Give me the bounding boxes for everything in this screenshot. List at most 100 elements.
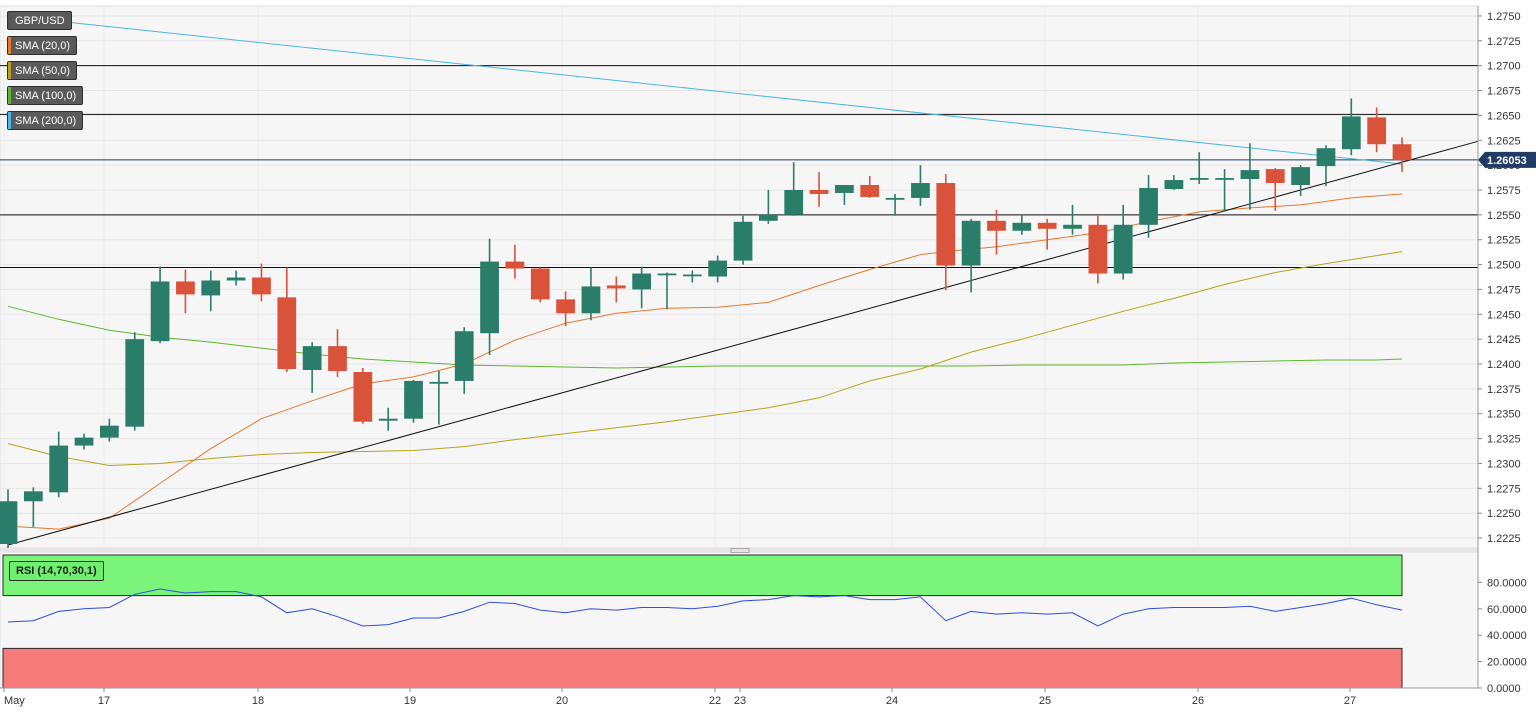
candle-body-up — [911, 183, 930, 198]
legend-label: SMA (200,0) — [15, 115, 77, 127]
price-tick-label: 1.2250 — [1487, 508, 1521, 520]
candle-body-up — [100, 425, 119, 438]
horizontal-levels — [0, 65, 1478, 269]
indicator-lines — [7, 15, 1479, 546]
legend-item-sma-50[interactable]: SMA (50,0) — [7, 61, 78, 80]
candle-body-up — [454, 331, 474, 381]
candle-body-down — [353, 371, 373, 422]
candle-body-up — [74, 437, 94, 446]
price-tick-label: 1.2425 — [1487, 334, 1521, 346]
price-tick-label: 1.2500 — [1487, 260, 1521, 272]
candle-body-up — [23, 491, 43, 502]
legend-item-sma-100[interactable]: SMA (100,0) — [7, 86, 84, 105]
candle-body-down — [556, 299, 575, 314]
candle-body-up — [404, 380, 423, 419]
time-tick-label: 18 — [252, 695, 264, 707]
candle-body-up — [885, 197, 905, 200]
price-tick-label: 1.2675 — [1487, 86, 1521, 98]
time-tick-label: 27 — [1344, 695, 1356, 707]
price-tick-label: 1.2550 — [1487, 210, 1521, 222]
candle-body-up — [0, 501, 18, 545]
sma-200-line — [7, 15, 1403, 165]
time-tick-label: 19 — [404, 695, 416, 707]
candle-body-up — [733, 221, 753, 261]
rsi-tick-label: 40.0000 — [1487, 630, 1527, 642]
candle-body-up — [125, 339, 145, 427]
price-tick-label: 1.2625 — [1487, 135, 1521, 147]
legend-label: SMA (100,0) — [15, 90, 77, 102]
candle-body-up — [1341, 116, 1361, 150]
candle-body-up — [961, 220, 981, 266]
candle-body-up — [1139, 187, 1158, 225]
candle-body-up — [1316, 148, 1336, 167]
rsi-panel — [2, 554, 1403, 689]
time-tick-label: 20 — [556, 695, 568, 707]
candle-body-up — [682, 274, 702, 277]
candle-body-up — [784, 189, 804, 215]
time-tick-label: 23 — [734, 695, 746, 707]
axes: 1.2750 1.2725 1.2700 1.2675 1.2650 1.2625 1.26… — [0, 6, 1536, 707]
candle-body-up — [302, 346, 322, 370]
legend-swatch — [8, 87, 11, 104]
legend-item-sma-200[interactable]: SMA (200,0) — [7, 111, 84, 130]
candle-body-down — [987, 220, 1006, 231]
candle-body-down — [252, 277, 271, 295]
rsi-line — [7, 588, 1403, 627]
panel-divider — [0, 548, 1478, 552]
candle-body-up — [429, 381, 449, 384]
trendline — [7, 140, 1479, 546]
candle-body-down — [505, 261, 525, 269]
price-tick-label: 1.2400 — [1487, 359, 1521, 371]
candle-body-down — [606, 285, 626, 289]
price-plot-area — [0, 5, 1479, 549]
current-price-label: 1.26053 — [1487, 155, 1527, 167]
candle-body-down — [1392, 144, 1412, 161]
price-tick-label: 1.2450 — [1487, 309, 1521, 321]
panel-resize-handle — [730, 548, 750, 553]
candle-body-up — [1291, 167, 1310, 186]
candle-body-down — [1367, 117, 1387, 145]
rsi-overbought-zone — [2, 554, 1403, 597]
rsi-oversold-zone — [2, 647, 1403, 689]
legend-label: SMA (20,0) — [15, 40, 71, 52]
price-tick-label: 1.2275 — [1487, 483, 1521, 495]
candle-body-down — [1088, 224, 1108, 274]
candle-body-down — [530, 268, 550, 300]
price-tick-label: 1.2700 — [1487, 61, 1521, 73]
rsi-tick-label: 60.0000 — [1487, 604, 1527, 616]
candle-body-up — [378, 418, 398, 421]
price-tick-label: 1.2225 — [1487, 533, 1521, 545]
candle-body-down — [809, 189, 829, 194]
legend-swatch — [8, 37, 11, 54]
price-tick-label: 1.2300 — [1487, 458, 1521, 470]
candle-body-up — [1164, 180, 1184, 189]
candle-body-down — [1037, 222, 1057, 229]
candle-body-up — [1063, 224, 1082, 229]
candle-body-up — [150, 281, 170, 342]
legend-swatch — [8, 112, 11, 129]
candle-body-up — [835, 185, 854, 193]
legend-item-gbpusd[interactable]: GBP/USD — [7, 11, 72, 30]
time-tick-label: 25 — [1039, 695, 1051, 707]
rsi-label[interactable]: RSI (14,70,30,1) — [9, 561, 104, 581]
sma-20-line — [7, 193, 1403, 530]
rsi-tick-label: 80.0000 — [1487, 577, 1527, 589]
price-tick-label: 1.2525 — [1487, 235, 1521, 247]
candle-body-up — [1113, 224, 1133, 274]
price-tick-label: 1.2375 — [1487, 384, 1521, 396]
price-tick-label: 1.2475 — [1487, 284, 1521, 296]
current-price-tag — [1478, 151, 1536, 168]
candle-body-down — [176, 281, 195, 295]
candle-body-up — [1189, 178, 1209, 180]
candle-body-up — [708, 260, 728, 277]
time-tick-label: May — [4, 695, 25, 707]
candles — [0, 98, 1412, 548]
legend-item-sma-20[interactable]: SMA (20,0) — [7, 36, 78, 55]
price-tick-label: 1.2350 — [1487, 409, 1521, 421]
candle-body-up — [480, 261, 499, 334]
candle-body-down — [1265, 169, 1285, 184]
candle-body-down — [860, 185, 880, 197]
legend-swatch — [8, 62, 11, 79]
